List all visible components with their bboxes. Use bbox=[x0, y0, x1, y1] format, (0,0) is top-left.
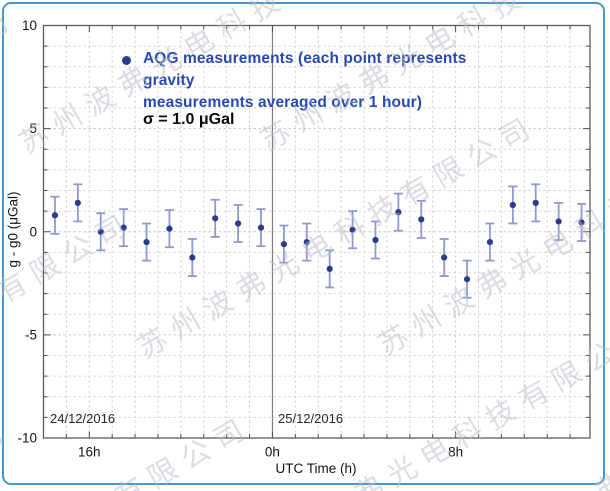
data-point bbox=[372, 236, 379, 244]
data-point bbox=[303, 238, 310, 246]
data-point bbox=[441, 254, 448, 261]
data-point bbox=[74, 199, 81, 206]
sigma-annotation: σ = 1.0 μGal bbox=[143, 111, 235, 128]
data-point bbox=[51, 212, 59, 219]
y-tick-label: 10 bbox=[22, 18, 37, 33]
data-point bbox=[509, 201, 516, 209]
data-point bbox=[463, 276, 471, 283]
date-annotation-day2: 25/12/2016 bbox=[278, 411, 344, 426]
data-point bbox=[418, 216, 425, 223]
y-axis-title: g - g0 (μGal) bbox=[5, 191, 21, 268]
y-tick-label: 5 bbox=[29, 121, 37, 136]
data-point bbox=[280, 241, 287, 248]
x-tick-label: 8h bbox=[448, 445, 463, 460]
y-tick-label: -5 bbox=[25, 327, 37, 342]
legend-line-2: measurements averaged over 1 hour) bbox=[143, 94, 423, 111]
y-tick-label: -10 bbox=[17, 431, 37, 446]
y-tick-label: 0 bbox=[29, 224, 37, 239]
data-point bbox=[166, 225, 173, 232]
date-annotation-day1: 24/12/2016 bbox=[50, 411, 116, 426]
legend-text: AQG measurements (each point represents … bbox=[143, 48, 503, 114]
data-point bbox=[143, 238, 150, 246]
data-point bbox=[578, 219, 585, 226]
legend-marker-dot-icon bbox=[122, 56, 131, 65]
data-point bbox=[555, 218, 562, 225]
plot-border bbox=[42, 24, 591, 439]
x-tick-label: 0h bbox=[265, 445, 280, 460]
legend-line-1: AQG measurements (each point represents … bbox=[143, 50, 467, 89]
data-point bbox=[97, 228, 104, 235]
data-point bbox=[257, 224, 265, 231]
data-point bbox=[395, 209, 402, 216]
data-point bbox=[212, 215, 219, 222]
x-axis-title: UTC Time (h) bbox=[275, 461, 357, 476]
data-point bbox=[349, 226, 356, 233]
data-point bbox=[486, 238, 494, 246]
data-point bbox=[120, 224, 127, 231]
data-point bbox=[326, 265, 333, 272]
data-point bbox=[235, 220, 242, 227]
data-point bbox=[189, 254, 196, 261]
data-point bbox=[532, 199, 539, 206]
x-tick-label: 16h bbox=[78, 445, 101, 460]
